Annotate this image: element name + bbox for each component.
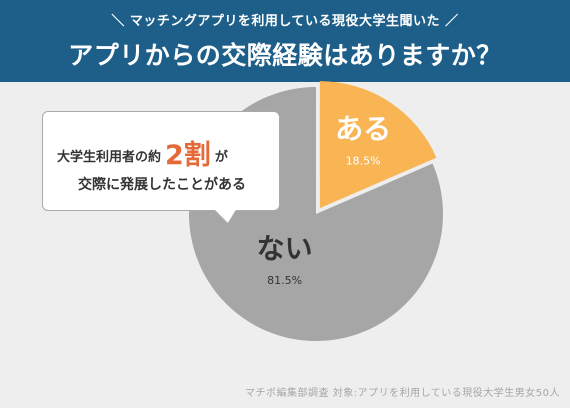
callout-line1: 大学生利用者の約 2割が xyxy=(57,130,228,171)
callout-highlight: 2割 xyxy=(165,140,211,171)
pie-label-no: ない xyxy=(257,232,313,265)
pie-value-no: 81.5% xyxy=(267,274,302,287)
callout-prefix: 大学生利用者の約 xyxy=(57,150,162,165)
callout-line2: 交際に発展したことがある xyxy=(78,177,246,193)
pie-labels: ある 18.5% ない 81.5% xyxy=(257,112,391,286)
pie-value-yes: 18.5% xyxy=(346,154,381,167)
header-banner: ＼ マッチングアプリを利用している現役大学生聞いた ／ アプリからの交際経験はあ… xyxy=(0,0,570,82)
pie-slice-yes xyxy=(319,81,437,209)
callout-suffix: が xyxy=(214,150,228,165)
header-subtitle: ＼ マッチングアプリを利用している現役大学生聞いた ／ xyxy=(111,14,459,29)
callout-box: 大学生利用者の約 2割が 交際に発展したことがある xyxy=(42,111,280,211)
footer-note: マチボ編集部調査 対象:アプリを利用している現役大学生男女50人 xyxy=(245,388,560,399)
header-title: アプリからの交際経験はありますか？ xyxy=(68,41,502,70)
pie-label-yes: ある xyxy=(335,112,391,145)
